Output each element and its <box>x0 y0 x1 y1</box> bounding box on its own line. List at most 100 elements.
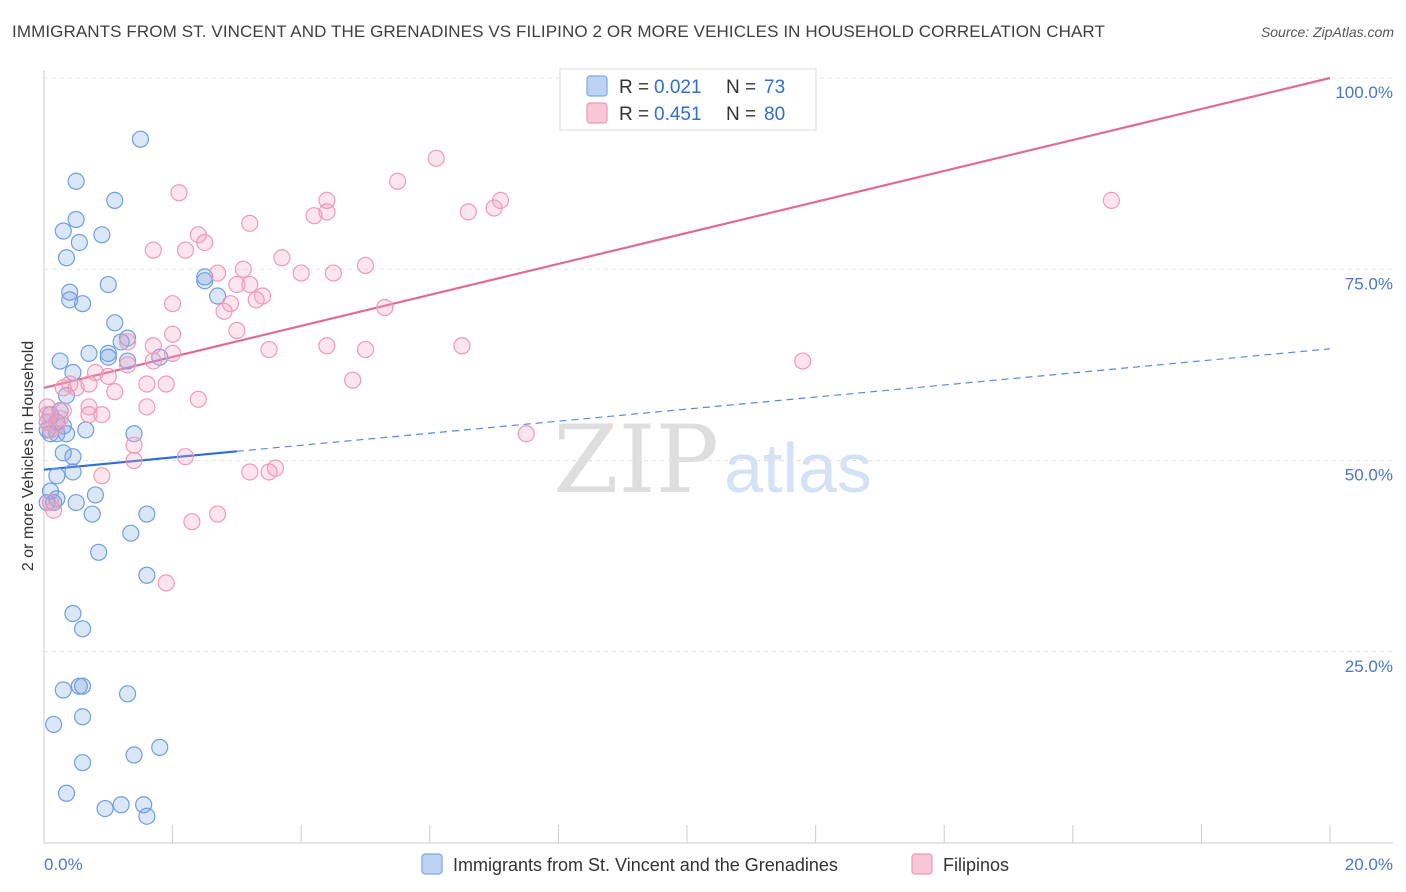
bottom-legend-label-pink: Filipinos <box>943 855 1009 875</box>
x-tick-label-max: 20.0% <box>1345 855 1393 874</box>
point-pink-7 <box>318 203 336 221</box>
point-pink-38 <box>118 356 137 374</box>
series-legend: Immigrants from St. Vincent and the Gren… <box>421 853 1009 875</box>
point-blue-62 <box>73 754 92 772</box>
point-blue-53 <box>73 620 92 638</box>
point-blue-67 <box>138 807 156 825</box>
watermark-atlas: atlas <box>724 429 872 507</box>
point-pink-31 <box>118 333 137 351</box>
point-blue-51 <box>138 566 156 584</box>
point-pink-13 <box>144 241 162 259</box>
point-blue-6 <box>70 233 88 252</box>
point-blue-58 <box>73 708 92 726</box>
y-axis-label: 2 or more Vehicles in Household <box>20 341 37 571</box>
point-pink-30 <box>164 325 182 343</box>
point-pink-24 <box>164 295 182 313</box>
point-pink-42 <box>99 367 117 385</box>
point-blue-45 <box>86 486 105 504</box>
point-blue-3 <box>67 210 85 229</box>
point-pink-39 <box>144 352 162 370</box>
point-pink-28 <box>215 302 233 320</box>
point-blue-0 <box>131 130 150 148</box>
point-pink-49 <box>67 379 85 397</box>
chart-title: IMMIGRANTS FROM ST. VINCENT AND THE GREN… <box>12 22 1105 41</box>
point-pink-16 <box>234 260 252 278</box>
trend-line-blue-dashed <box>236 348 1331 452</box>
point-pink-66 <box>176 448 195 466</box>
point-pink-15 <box>273 249 291 267</box>
point-blue-20 <box>99 348 117 366</box>
point-blue-48 <box>138 505 156 523</box>
legend-n-label-blue: N = <box>726 77 756 98</box>
point-blue-5 <box>93 226 111 244</box>
point-pink-21 <box>228 275 246 294</box>
point-pink-45 <box>138 375 156 393</box>
y-tick-label-3: 100.0% <box>1335 83 1393 102</box>
point-blue-63 <box>57 784 76 802</box>
point-pink-46 <box>157 375 175 393</box>
point-pink-29 <box>228 321 246 340</box>
point-blue-7 <box>57 249 76 267</box>
point-pink-2 <box>170 184 188 202</box>
point-blue-11 <box>209 287 227 305</box>
point-pink-20 <box>324 264 342 282</box>
point-pink-17 <box>356 256 375 275</box>
point-pink-1 <box>389 172 407 190</box>
point-blue-17 <box>118 329 137 347</box>
point-pink-26 <box>247 291 265 309</box>
x-tick-label-min: 0.0% <box>44 855 83 874</box>
watermark: ZIP atlas <box>553 406 872 515</box>
point-blue-50 <box>90 543 108 561</box>
bottom-legend-swatch-pink <box>911 853 933 875</box>
y-tick-label-0: 25.0% <box>1345 657 1393 676</box>
point-pink-10 <box>241 214 259 232</box>
point-blue-54 <box>54 681 72 699</box>
point-blue-2 <box>106 191 124 209</box>
y-tick-label-1: 50.0% <box>1345 466 1393 485</box>
point-pink-18 <box>209 264 227 282</box>
point-pink-52 <box>138 398 156 416</box>
legend-r-value-blue: 0.021 <box>654 77 702 98</box>
point-pink-33 <box>260 340 278 359</box>
point-blue-60 <box>125 746 143 764</box>
point-blue-65 <box>96 799 114 818</box>
point-pink-47 <box>344 371 362 389</box>
legend-swatch-pink <box>586 102 608 124</box>
axes <box>43 70 1393 844</box>
legend-n-label-pink: N = <box>726 104 756 125</box>
point-pink-67 <box>241 463 259 481</box>
point-blue-22 <box>118 352 137 370</box>
point-pink-19 <box>292 264 310 282</box>
point-blue-61 <box>151 738 169 756</box>
point-pink-70 <box>93 467 111 485</box>
point-pink-62 <box>41 421 60 439</box>
legend-n-value-pink: 80 <box>764 104 785 125</box>
legend-r-label-blue: R = <box>619 77 649 98</box>
point-pink-6 <box>305 207 323 225</box>
trend-lines-pink <box>43 76 1331 389</box>
point-blue-4 <box>54 222 72 240</box>
point-blue-10 <box>196 268 214 286</box>
point-pink-58 <box>80 406 98 424</box>
legend-r-value-pink: 0.451 <box>654 104 702 125</box>
point-pink-12 <box>196 233 214 252</box>
point-pink-37 <box>164 344 182 362</box>
point-blue-1 <box>67 172 85 190</box>
point-blue-8 <box>99 275 117 294</box>
point-blue-39 <box>64 463 82 481</box>
point-pink-75 <box>157 574 175 592</box>
point-pink-69 <box>266 459 285 477</box>
point-pink-22 <box>241 275 259 294</box>
point-pink-48 <box>54 379 72 397</box>
y-tick-labels: 25.0% 50.0% 75.0% 100.0% <box>1335 83 1393 676</box>
point-pink-59 <box>93 406 111 424</box>
point-blue-47 <box>83 505 101 523</box>
source-credit: Source: ZipAtlas.com <box>1260 24 1394 40</box>
point-pink-9 <box>485 199 503 217</box>
point-pink-8 <box>459 203 477 221</box>
trend-line-blue-solid <box>43 450 238 471</box>
point-blue-15 <box>106 314 124 332</box>
point-blue-9 <box>196 272 214 290</box>
point-blue-40 <box>48 467 66 485</box>
point-blue-49 <box>122 524 140 542</box>
